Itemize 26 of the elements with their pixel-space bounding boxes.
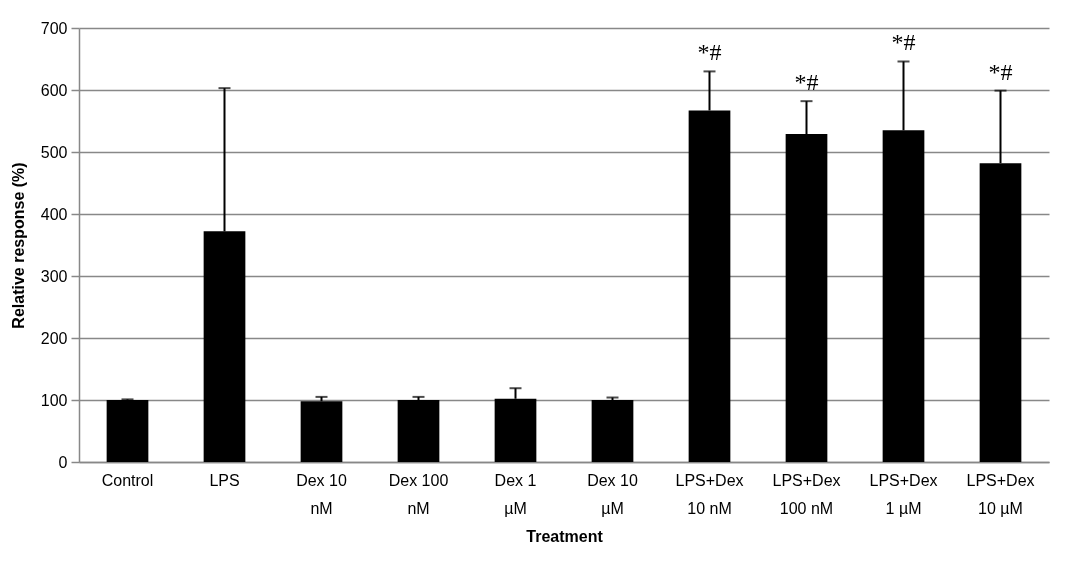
- x-tick-label: LPS+Dex 100 nM: [772, 471, 841, 517]
- x-tick-label: LPS+Dex 1 µM: [869, 471, 938, 517]
- y-tick-label: 100: [40, 391, 68, 409]
- bar: [300, 401, 343, 462]
- y-tick-label: 400: [40, 205, 68, 223]
- annotation: *#: [697, 39, 722, 66]
- y-tick-label: 500: [40, 143, 68, 161]
- annotation: *#: [988, 58, 1013, 85]
- x-tick-label: LPS: [209, 471, 240, 489]
- x-tick-label: LPS+Dex 10 nM: [675, 471, 744, 517]
- x-tick-label: Dex 100 nM: [388, 471, 449, 517]
- x-tick-label: LPS+Dex 10 µM: [966, 471, 1035, 517]
- y-tick-label: 700: [40, 19, 68, 37]
- y-tick-label: 0: [58, 453, 68, 471]
- y-tick-label: 200: [40, 329, 68, 347]
- x-tick-label: Dex 10 nM: [296, 471, 347, 517]
- y-tick-label: 600: [40, 81, 68, 99]
- x-tick-label: Control: [101, 471, 154, 489]
- x-tick-label: Dex 1 µM: [494, 471, 537, 517]
- x-axis-title: Treatment: [526, 527, 604, 545]
- y-tick-label: 300: [40, 267, 68, 285]
- x-tick-label: Dex 10 µM: [587, 471, 638, 517]
- annotation: *#: [891, 29, 916, 56]
- annotation: *#: [794, 69, 819, 96]
- y-axis-title: Relative response (%): [9, 162, 27, 329]
- bar: [106, 400, 149, 462]
